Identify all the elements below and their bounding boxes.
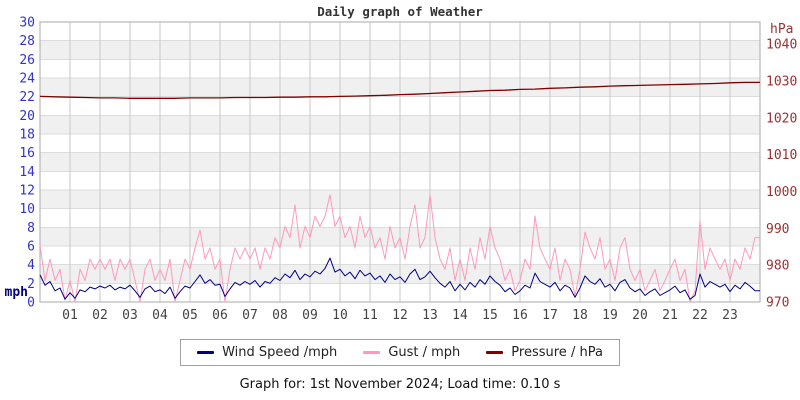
y-right-tick-label: 990	[766, 222, 789, 237]
y-left-tick-label: 24	[19, 72, 35, 87]
y-left-unit-label: mph	[5, 285, 28, 300]
y-right-tick-label: 970	[766, 296, 789, 311]
x-tick-label: 16	[512, 308, 528, 323]
x-tick-label: 04	[152, 308, 168, 323]
x-tick-label: 02	[92, 308, 108, 323]
pressure-swatch	[486, 351, 504, 354]
gust-line	[39, 194, 760, 303]
legend-item-wind-speed: Wind Speed /mph	[197, 345, 337, 360]
chart-title: Daily graph of Weather	[317, 4, 483, 19]
y-right-tick-label: 1000	[766, 185, 797, 200]
x-tick-label: 10	[332, 308, 348, 323]
y-left-tick-label: 4	[27, 258, 35, 273]
y-left-tick-label: 18	[19, 128, 35, 143]
y-right-tick-label: 1010	[766, 148, 797, 163]
x-tick-label: 05	[182, 308, 198, 323]
x-tick-label: 18	[572, 308, 588, 323]
x-tick-label: 08	[272, 308, 288, 323]
y-left-tick-label: 16	[19, 146, 35, 161]
y-right-tick-label: 1040	[766, 38, 797, 53]
y-left-tick-label: 28	[19, 34, 35, 49]
legend-label-wind-speed: Wind Speed /mph	[222, 345, 338, 360]
y-left-tick-label: 14	[19, 165, 35, 180]
x-tick-label: 14	[452, 308, 468, 323]
legend-label-pressure: Pressure / hPa	[511, 345, 603, 360]
y-left-tick-label: 6	[27, 240, 35, 255]
graph-caption: Graph for: 1st November 2024; Load time:…	[239, 377, 561, 392]
wind-speed-swatch	[197, 351, 215, 354]
legend-box: Wind Speed /mph Gust / mph Pressure / hP…	[180, 339, 620, 366]
legend-item-gust: Gust / mph	[363, 345, 460, 360]
y-left-tick-label: 26	[19, 53, 35, 68]
x-tick-label: 03	[122, 308, 138, 323]
y-right-unit-label: hPa	[770, 22, 793, 37]
y-right-tick-label: 1030	[766, 74, 797, 89]
plot-border	[39, 21, 761, 303]
wind-speed-line	[39, 257, 760, 300]
y-right-tick-label: 1020	[766, 111, 797, 126]
y-left-tick-label: 30	[19, 16, 35, 31]
chart-plot: 0246810121416182022242628309709809901000…	[5, 16, 798, 324]
x-tick-label: 07	[242, 308, 258, 323]
y-left-tick-label: 8	[27, 221, 35, 236]
x-tick-label: 09	[302, 308, 318, 323]
legend-item-pressure: Pressure / hPa	[486, 345, 603, 360]
x-tick-label: 22	[692, 308, 708, 323]
x-tick-label: 19	[602, 308, 618, 323]
x-tick-label: 17	[542, 308, 558, 323]
legend-label-gust: Gust / mph	[388, 345, 461, 360]
x-tick-label: 21	[662, 308, 678, 323]
y-left-tick-label: 0	[27, 296, 35, 311]
y-right-tick-label: 980	[766, 259, 789, 274]
x-tick-label: 15	[482, 308, 498, 323]
x-tick-label: 01	[62, 308, 78, 323]
legend: Wind Speed /mph Gust / mph Pressure / hP…	[0, 339, 800, 366]
y-left-tick-label: 10	[19, 202, 35, 217]
x-tick-label: 20	[632, 308, 648, 323]
y-left-tick-label: 22	[19, 90, 35, 105]
y-left-tick-label: 12	[19, 184, 35, 199]
y-left-tick-label: 20	[19, 109, 35, 124]
x-tick-label: 11	[362, 308, 378, 323]
gust-swatch	[363, 351, 381, 354]
x-tick-label: 23	[722, 308, 738, 323]
y-left-tick-label: 2	[27, 277, 35, 292]
x-tick-label: 13	[422, 308, 438, 323]
pressure-line	[39, 81, 760, 99]
x-tick-label: 12	[392, 308, 408, 323]
x-tick-label: 06	[212, 308, 228, 323]
